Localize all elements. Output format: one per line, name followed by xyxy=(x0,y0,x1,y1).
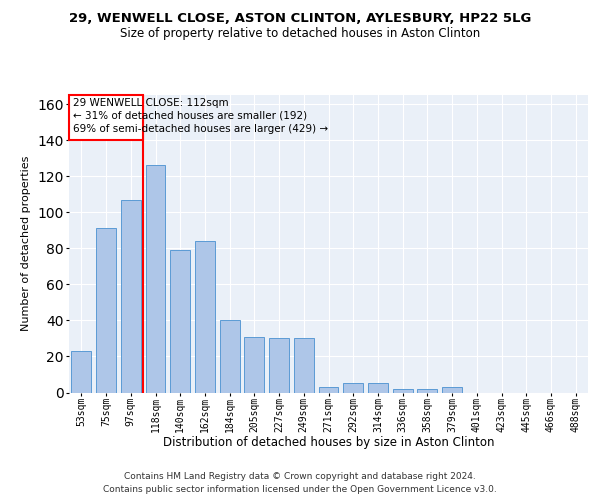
Text: 29, WENWELL CLOSE, ASTON CLINTON, AYLESBURY, HP22 5LG: 29, WENWELL CLOSE, ASTON CLINTON, AYLESB… xyxy=(69,12,531,26)
Bar xyxy=(195,241,215,392)
Text: Distribution of detached houses by size in Aston Clinton: Distribution of detached houses by size … xyxy=(163,436,494,449)
Bar xyxy=(418,389,437,392)
Bar xyxy=(294,338,314,392)
Bar xyxy=(319,387,338,392)
Bar xyxy=(170,250,190,392)
Text: 69% of semi-detached houses are larger (429) →: 69% of semi-detached houses are larger (… xyxy=(73,124,328,134)
Bar xyxy=(269,338,289,392)
Bar xyxy=(343,384,363,392)
Y-axis label: Number of detached properties: Number of detached properties xyxy=(22,156,31,332)
Bar xyxy=(244,336,264,392)
Bar xyxy=(96,228,116,392)
Bar xyxy=(71,351,91,393)
Bar xyxy=(442,387,462,392)
Text: Size of property relative to detached houses in Aston Clinton: Size of property relative to detached ho… xyxy=(120,28,480,40)
Bar xyxy=(146,166,166,392)
Bar xyxy=(69,95,143,140)
Bar xyxy=(368,384,388,392)
Text: ← 31% of detached houses are smaller (192): ← 31% of detached houses are smaller (19… xyxy=(73,110,307,120)
Text: 29 WENWELL CLOSE: 112sqm: 29 WENWELL CLOSE: 112sqm xyxy=(73,98,229,108)
Text: Contains public sector information licensed under the Open Government Licence v3: Contains public sector information licen… xyxy=(103,485,497,494)
Text: Contains HM Land Registry data © Crown copyright and database right 2024.: Contains HM Land Registry data © Crown c… xyxy=(124,472,476,481)
Bar xyxy=(121,200,140,392)
Bar xyxy=(393,389,413,392)
Bar xyxy=(220,320,239,392)
